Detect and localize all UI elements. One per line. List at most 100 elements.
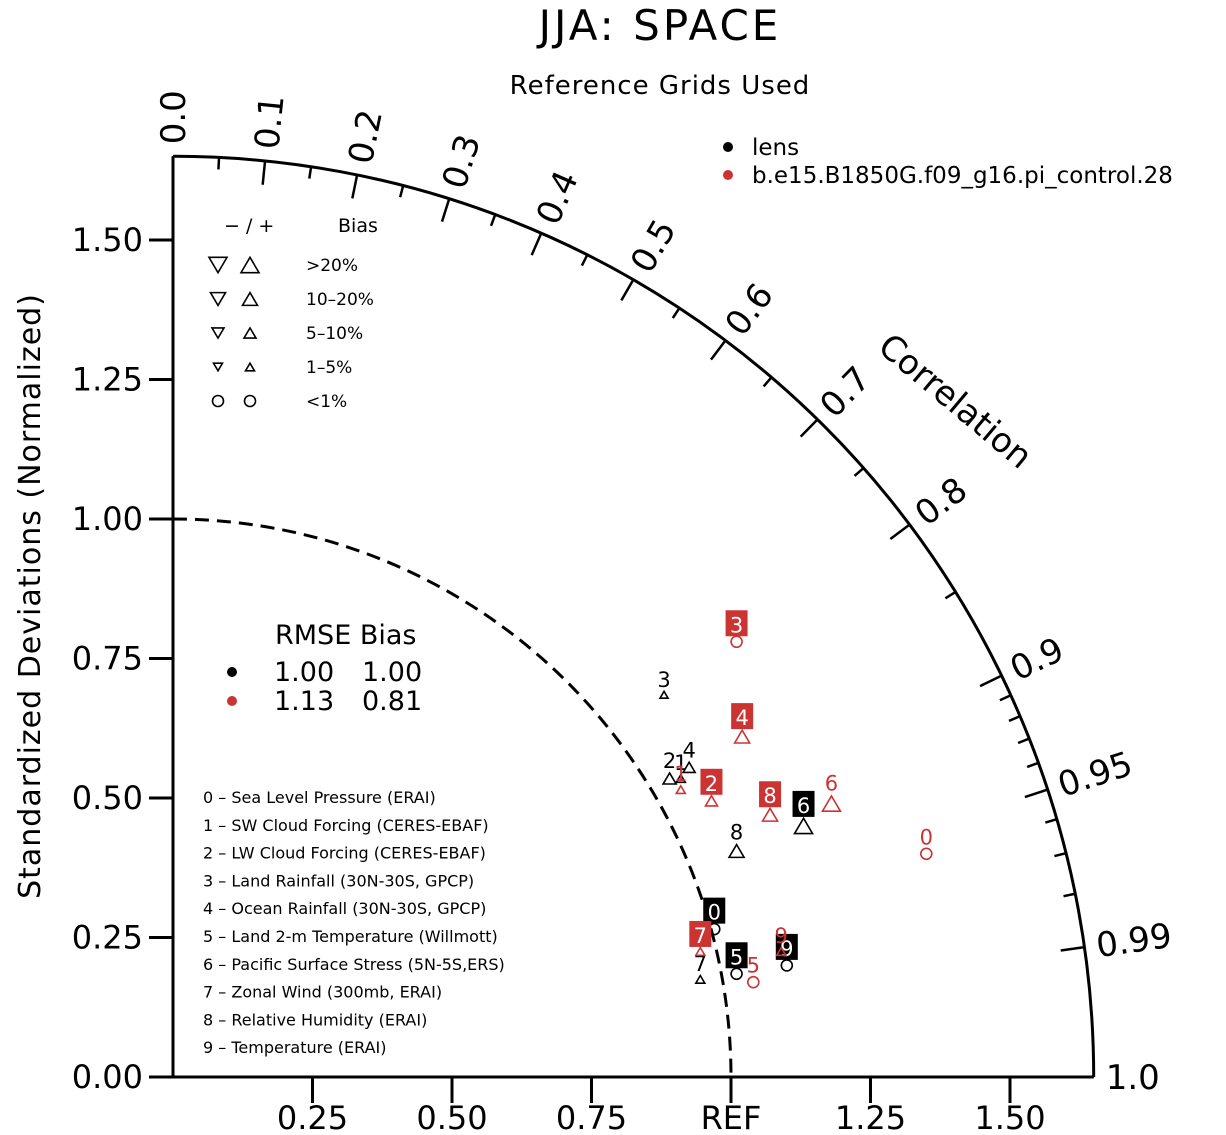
data-point-marker (919, 847, 933, 861)
data-point-label-box (725, 610, 748, 637)
x-tick-label: 0.75 (556, 1099, 627, 1135)
bias-legend-down-triangle-icon (212, 362, 224, 373)
y-tick-label: 0.50 (72, 779, 143, 817)
data-point-marker (821, 794, 842, 813)
data-point-marker (674, 773, 687, 784)
data-point: 9 (775, 924, 788, 957)
data-point: 3 (657, 668, 671, 699)
y-tick-label: 0.00 (72, 1058, 143, 1096)
bias-value-control: 0.81 (362, 686, 422, 717)
correlation-tick-label: 0.2 (341, 106, 391, 167)
x-tick-label: REF (701, 1099, 762, 1135)
y-tick-label: 0.75 (72, 640, 143, 678)
data-point-label: 4 (682, 738, 695, 762)
correlation-minor-tick (1063, 892, 1076, 898)
x-tick-label: 0.25 (277, 1099, 348, 1135)
correlation-tick-label: 1.0 (1106, 1058, 1160, 1098)
case-legend-label-lens: lens (752, 135, 799, 161)
y-tick-label: 1.25 (72, 361, 143, 399)
correlation-axis-label: Correlation (870, 326, 1039, 477)
reference-arc (172, 517, 733, 1078)
data-point-label: 6 (797, 794, 810, 818)
bias-legend-circle-icon (211, 394, 225, 408)
variable-legend-item: 9 – Temperature (ERAI) (203, 1038, 387, 1057)
correlation-tick-label: 0.4 (529, 165, 587, 231)
data-point: 2 (700, 768, 723, 807)
correlation-major-tick (799, 418, 819, 438)
data-point-label-box (725, 942, 748, 969)
rmse-row-dot-control (227, 696, 237, 706)
rmse-bias-header: RMSE Bias (275, 620, 416, 651)
variable-legend-item: 2 – LW Cloud Forcing (CERES-EBAF) (203, 844, 486, 863)
correlation-major-tick (620, 279, 635, 302)
bias-legend-label: 5–10% (306, 324, 363, 344)
data-point: 4 (681, 738, 697, 774)
data-point-label: 7 (694, 924, 707, 948)
y-axis-label: Standardized Deviations (Normalized) (13, 293, 48, 899)
y-tick-label: 0.25 (72, 919, 143, 957)
correlation-tick-label: 0.6 (717, 276, 781, 343)
data-point-label-box (703, 897, 726, 924)
data-point-label: 8 (730, 821, 743, 845)
correlation-tick-label: 0.7 (812, 359, 878, 426)
chart-subtitle: Reference Grids Used (510, 71, 811, 101)
correlation-minor-tick (217, 157, 221, 170)
correlation-tick-label: 0.95 (1053, 744, 1137, 806)
data-point-label: 1 (674, 751, 687, 775)
data-point: 0 (703, 897, 726, 936)
data-point-marker (704, 794, 719, 807)
variable-legend-item: 4 – Ocean Rainfall (30N-30S, GPCP) (203, 899, 486, 918)
data-point-label-box (775, 933, 798, 960)
data-point-marker (661, 771, 678, 785)
correlation-major-tick (979, 674, 1003, 688)
x-tick-label: 1.50 (974, 1099, 1045, 1135)
correlation-minor-tick (853, 467, 865, 477)
data-point-label-box (731, 703, 754, 730)
bias-legend-up-triangle-icon (242, 326, 258, 339)
data-point-marker (694, 946, 707, 957)
correlation-minor-tick (1045, 818, 1058, 824)
outer-arc (172, 154, 1096, 1078)
bias-value-lens: 1.00 (362, 657, 422, 688)
bias-legend-up-triangle-icon (239, 255, 261, 274)
correlation-tick-label: 0.1 (247, 93, 292, 151)
data-point-label-box (792, 790, 815, 817)
data-point: 3 (725, 610, 748, 649)
correlation-tick-label: 0.3 (435, 130, 489, 194)
data-point: 6 (821, 772, 842, 813)
data-point: 7 (694, 952, 707, 984)
rmse-value-lens: 1.00 (274, 657, 334, 688)
data-point: 4 (731, 703, 754, 744)
data-point-label-box (759, 781, 782, 808)
correlation-minor-tick (489, 214, 497, 227)
correlation-tick-label: 0.0 (154, 90, 194, 144)
correlation-minor-tick (1054, 851, 1067, 858)
data-point: 8 (759, 781, 782, 822)
data-point-marker (747, 975, 760, 989)
case-legend-dot-lens (723, 142, 733, 152)
data-point-label: 5 (747, 954, 760, 978)
data-point-label: 3 (657, 668, 670, 692)
data-point-label: 9 (775, 924, 788, 948)
correlation-tick-label: 0.99 (1094, 916, 1175, 966)
correlation-tick-label: 0.5 (623, 213, 685, 280)
bias-legend-up-triangle-icon (244, 361, 256, 372)
correlation-minor-tick (398, 185, 405, 198)
data-point-label: 0 (920, 825, 933, 849)
data-point-label: 2 (705, 772, 718, 796)
data-point-label-box (700, 768, 723, 795)
chart-title: JJA: SPACE (536, 1, 782, 50)
data-point-marker (793, 816, 814, 835)
data-point-label: 6 (825, 772, 838, 796)
data-point: 1 (674, 762, 687, 795)
correlation-minor-tick (1026, 761, 1039, 769)
y-tick-label: 1.00 (72, 500, 143, 538)
data-point-label: 7 (694, 952, 707, 976)
data-point-label: 0 (708, 901, 721, 925)
correlation-tick-label: 0.8 (908, 470, 975, 534)
data-point: 8 (727, 821, 746, 859)
data-point-label: 3 (730, 613, 743, 637)
data-point-marker (694, 973, 707, 984)
rmse-row-dot-lens (227, 667, 237, 677)
bias-legend-label: <1% (306, 392, 347, 412)
